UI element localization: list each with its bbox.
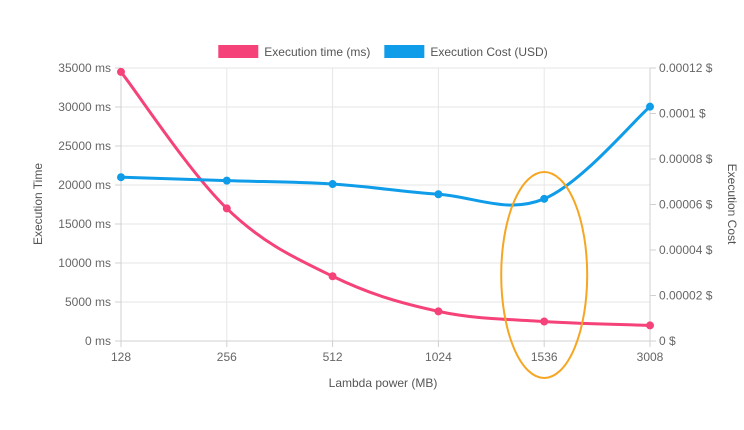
left-tick-label: 35000 ms — [58, 61, 111, 75]
x-tick-label: 1024 — [425, 350, 452, 364]
data-point[interactable] — [117, 67, 125, 76]
data-point[interactable] — [328, 272, 337, 281]
legend-swatch — [218, 45, 259, 58]
left-tick-label: 20000 ms — [58, 178, 111, 192]
left-y-axis: 0 ms 5000 ms 10000 ms 15000 ms 20000 ms 25000… — [58, 61, 121, 348]
data-point[interactable] — [540, 317, 549, 326]
data-point[interactable] — [222, 176, 231, 185]
data-point[interactable] — [434, 307, 443, 316]
right-tick-label: 0.0001 $ — [659, 107, 706, 121]
right-y-axis: 0 $ 0.00002 $ 0.00004 $ 0.00006 $ 0.00008 $ 0… — [650, 61, 713, 348]
data-point[interactable] — [646, 321, 654, 330]
data-point[interactable] — [328, 180, 337, 189]
data-point[interactable] — [434, 190, 443, 199]
right-tick-label: 0.00006 $ — [659, 198, 713, 212]
right-tick-label: 0.00012 $ — [659, 61, 713, 75]
x-axis-title: Lambda power (MB) — [329, 376, 438, 390]
annotation-layer — [500, 171, 589, 379]
legend-item-2[interactable]: Execution Cost (USD) — [384, 45, 548, 59]
legend-label: Execution time (ms) — [264, 45, 370, 59]
axes — [120, 68, 651, 342]
x-tick-label: 256 — [217, 350, 237, 364]
x-tick-label: 1536 — [531, 350, 558, 364]
data-point[interactable] — [117, 173, 125, 182]
left-tick-label: 15000 ms — [58, 217, 111, 231]
left-tick-label: 30000 ms — [58, 100, 111, 114]
x-axis: 128 256 512 1024 1536 3008 — [111, 341, 664, 364]
series-2 — [117, 102, 654, 207]
legend-item-1[interactable]: Execution time (ms) — [218, 45, 370, 59]
x-tick-label: 512 — [323, 350, 343, 364]
legend-swatch — [384, 45, 425, 58]
grid — [120, 67, 651, 342]
right-tick-label: 0.00004 $ — [659, 243, 713, 257]
left-tick-label: 0 ms — [85, 334, 111, 348]
series-line — [120, 105, 651, 207]
left-tick-label: 5000 ms — [65, 295, 111, 309]
series-1 — [117, 67, 654, 330]
data-point[interactable] — [646, 102, 654, 111]
right-tick-label: 0.00002 $ — [659, 289, 713, 303]
series-line — [119, 70, 651, 327]
x-tick-label: 3008 — [637, 350, 664, 364]
data-point[interactable] — [540, 194, 549, 203]
x-tick-label: 128 — [111, 350, 131, 364]
left-tick-label: 25000 ms — [58, 139, 111, 153]
data-point[interactable] — [222, 204, 231, 213]
right-y-axis-title: Execution Cost — [725, 164, 739, 245]
series-layer — [117, 67, 654, 330]
right-tick-label: 0 $ — [659, 334, 676, 348]
highlight-ellipse — [500, 171, 589, 379]
right-tick-label: 0.00008 $ — [659, 152, 713, 166]
legend-label: Execution Cost (USD) — [430, 45, 547, 59]
left-y-axis-title: Execution Time — [31, 163, 45, 245]
left-tick-label: 10000 ms — [58, 256, 111, 270]
legend: Execution time (ms) Execution Cost (USD) — [218, 45, 548, 59]
